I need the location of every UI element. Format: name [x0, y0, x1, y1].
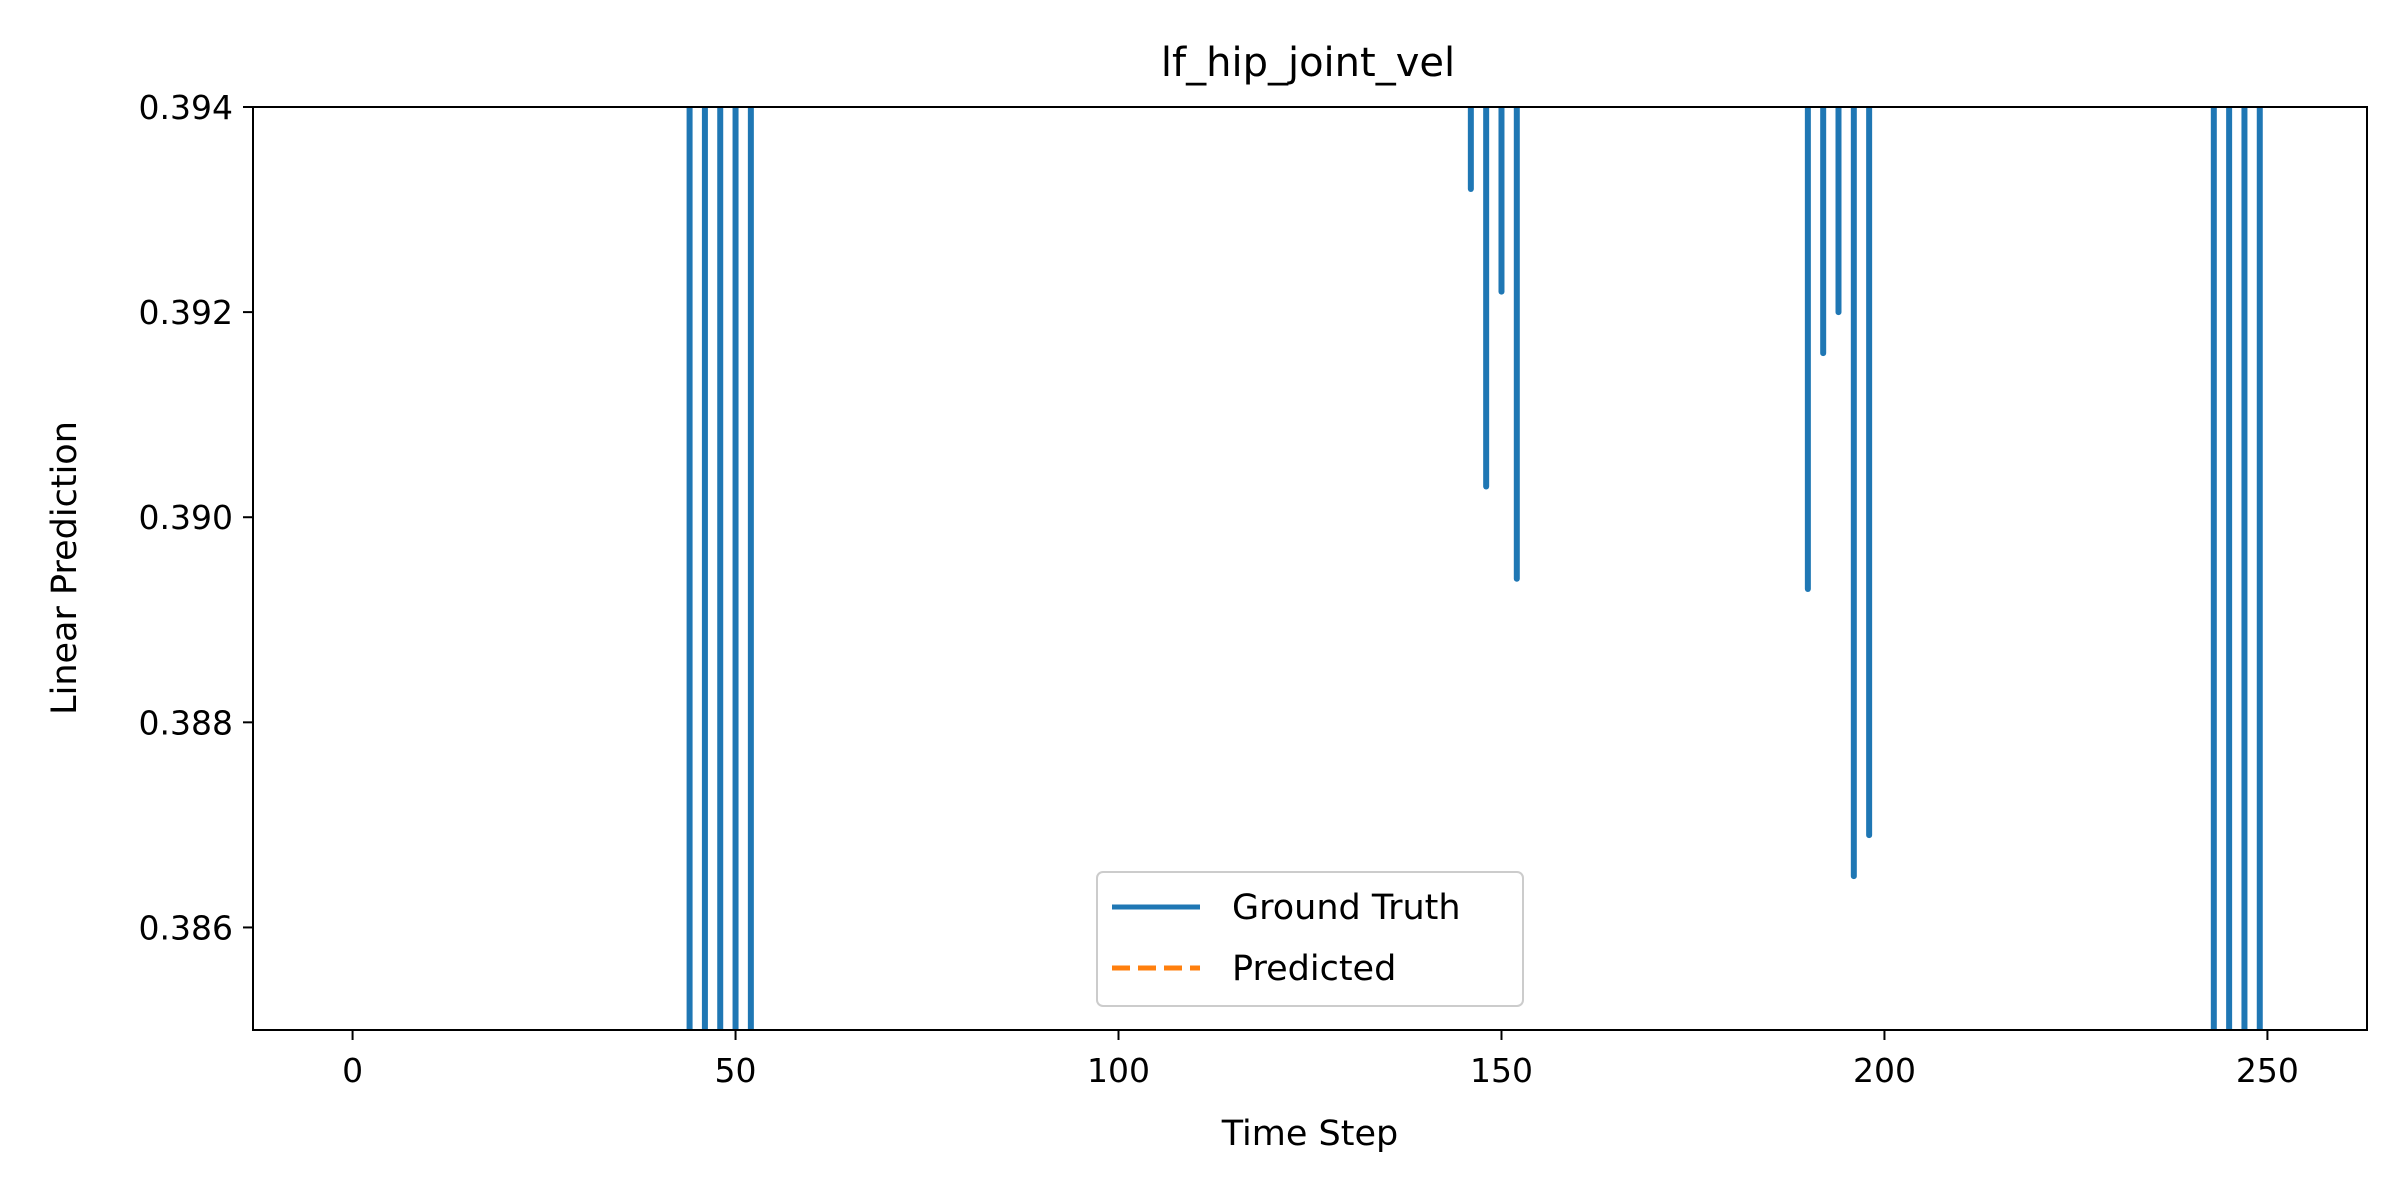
y-tick-label: 0.394 — [139, 88, 233, 127]
x-axis: 0 50 100 150 200 250 — [342, 1030, 2299, 1090]
x-tick-label: 250 — [2236, 1051, 2299, 1090]
y-tick-label: 0.388 — [139, 703, 233, 742]
y-axis-label: Linear Prediction — [45, 421, 85, 715]
x-axis-label: Time Step — [1221, 1114, 1398, 1154]
legend-predicted-label: Predicted — [1232, 949, 1396, 989]
y-tick-label: 0.392 — [139, 293, 233, 332]
chart-title: lf_hip_joint_vel — [1161, 40, 1455, 86]
series-layer — [686, 107, 2263, 1030]
plot-frame — [252, 106, 2368, 1031]
legend-ground-truth-label: Ground Truth — [1232, 888, 1461, 928]
x-tick-label: 200 — [1853, 1051, 1916, 1090]
y-tick-label: 0.390 — [139, 498, 233, 537]
x-tick-label: 0 — [342, 1051, 363, 1090]
x-tick-label: 100 — [1087, 1051, 1150, 1090]
x-tick-label: 50 — [715, 1051, 757, 1090]
x-tick-label: 150 — [1470, 1051, 1533, 1090]
y-tick-label: 0.386 — [139, 908, 233, 947]
legend: Ground Truth Predicted — [1096, 871, 1524, 1007]
y-axis: 0.386 0.388 0.390 0.392 0.394 — [139, 88, 253, 947]
legend-box — [1096, 871, 1524, 1007]
